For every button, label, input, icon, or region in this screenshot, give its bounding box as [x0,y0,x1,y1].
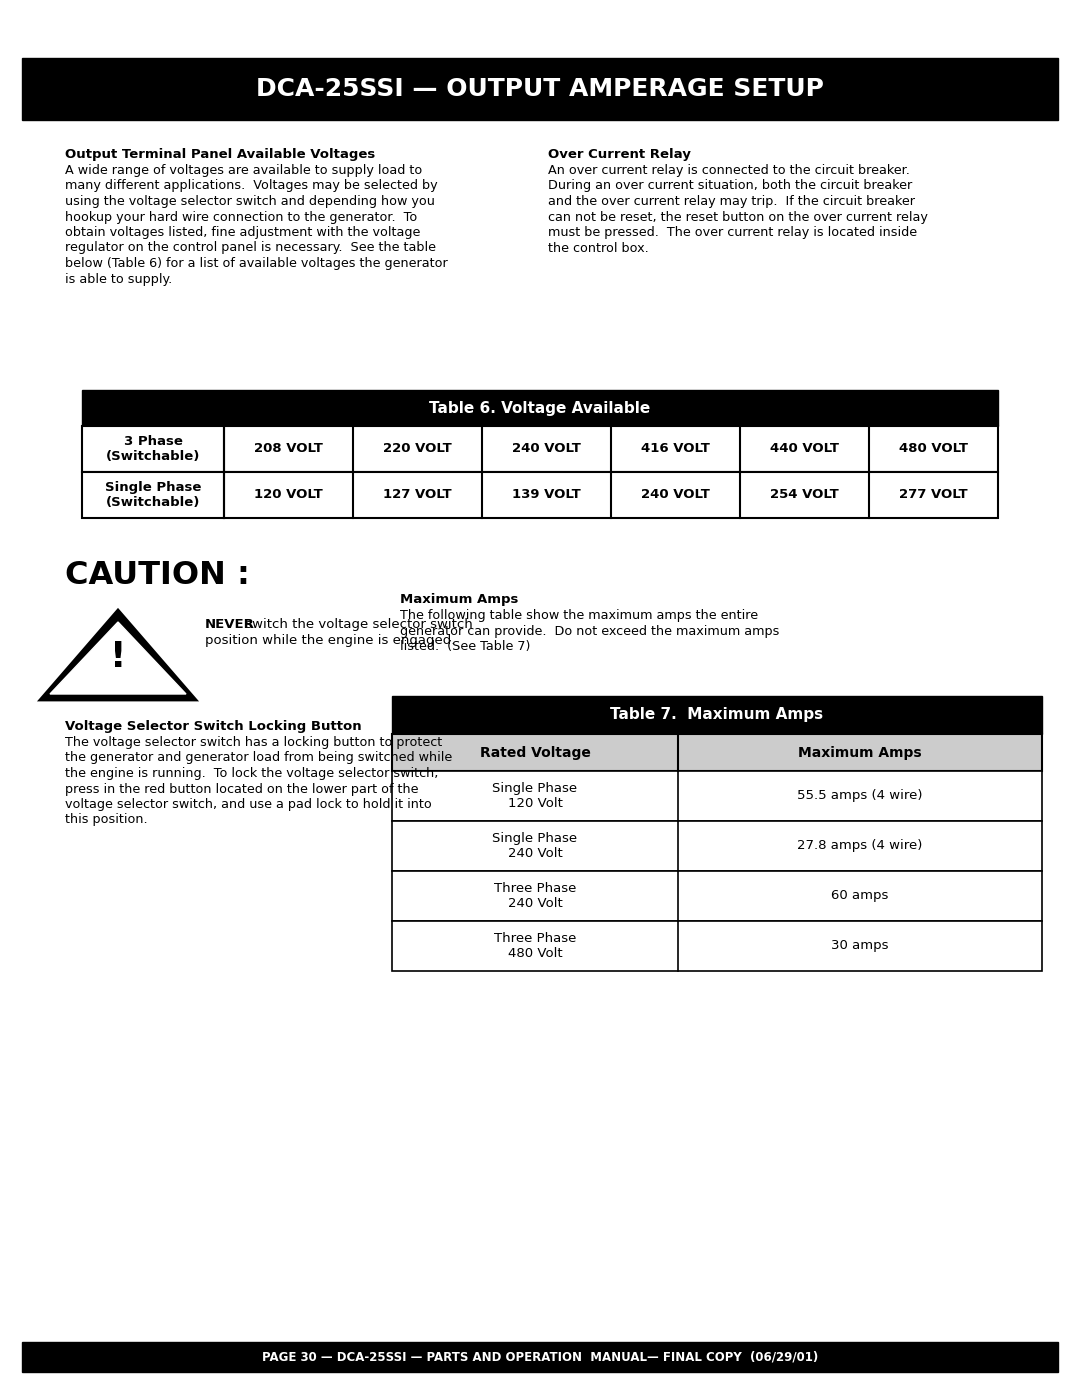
Text: The voltage selector switch has a locking button to protect: The voltage selector switch has a lockin… [65,736,442,749]
Text: A wide range of voltages are available to supply load to: A wide range of voltages are available t… [65,163,422,177]
Text: DCA-25SSI — OUTPUT AMPERAGE SETUP: DCA-25SSI — OUTPUT AMPERAGE SETUP [256,77,824,101]
Text: 440 VOLT: 440 VOLT [770,443,839,455]
Text: 208 VOLT: 208 VOLT [254,443,323,455]
Text: 30 amps: 30 amps [832,940,889,953]
Text: listed.  (See Table 7): listed. (See Table 7) [400,640,530,652]
Text: and the over current relay may trip.  If the circuit breaker: and the over current relay may trip. If … [548,196,915,208]
Text: 416 VOLT: 416 VOLT [642,443,710,455]
Text: the engine is running.  To lock the voltage selector switch,: the engine is running. To lock the volta… [65,767,438,780]
Text: Over Current Relay: Over Current Relay [548,148,691,161]
Text: 139 VOLT: 139 VOLT [512,489,581,502]
Text: Voltage Selector Switch Locking Button: Voltage Selector Switch Locking Button [65,719,362,733]
Text: 240 VOLT: 240 VOLT [512,443,581,455]
Text: NEVER: NEVER [205,617,255,631]
Text: 60 amps: 60 amps [832,890,889,902]
Text: 127 VOLT: 127 VOLT [383,489,451,502]
Bar [392,696,1042,733]
Text: Table 7.  Maximum Amps: Table 7. Maximum Amps [610,707,824,722]
Polygon shape [40,610,195,700]
Bar [82,390,998,426]
Bar [22,1343,1058,1372]
Text: Single Phase
(Switchable): Single Phase (Switchable) [105,481,201,509]
Text: hookup your hard wire connection to the generator.  To: hookup your hard wire connection to the … [65,211,417,224]
Text: generator can provide.  Do not exceed the maximum amps: generator can provide. Do not exceed the… [400,624,780,637]
Text: PAGE 30 — DCA-25SSI — PARTS AND OPERATION  MANUAL— FINAL COPY  (06/29/01): PAGE 30 — DCA-25SSI — PARTS AND OPERATIO… [261,1351,819,1363]
Text: Maximum Amps: Maximum Amps [798,746,922,760]
Text: this position.: this position. [65,813,148,827]
Text: 277 VOLT: 277 VOLT [900,489,968,502]
Text: using the voltage selector switch and depending how you: using the voltage selector switch and de… [65,196,435,208]
Text: Single Phase
120 Volt: Single Phase 120 Volt [492,782,578,810]
Text: obtain voltages listed, fine adjustment with the voltage: obtain voltages listed, fine adjustment … [65,226,420,239]
Bar [82,472,998,518]
Text: regulator on the control panel is necessary.  See the table: regulator on the control panel is necess… [65,242,436,254]
Text: 3 Phase
(Switchable): 3 Phase (Switchable) [106,434,200,462]
Bar [392,921,1042,971]
Text: position while the engine is engaged.: position while the engine is engaged. [205,634,456,647]
Text: 240 VOLT: 240 VOLT [642,489,710,502]
Bar [22,59,1058,120]
Text: the control box.: the control box. [548,242,649,254]
Bar [392,870,1042,921]
Text: Rated Voltage: Rated Voltage [480,746,591,760]
Text: press in the red button located on the lower part of the: press in the red button located on the l… [65,782,419,795]
Text: !: ! [110,640,126,673]
Text: voltage selector switch, and use a pad lock to hold it into: voltage selector switch, and use a pad l… [65,798,432,812]
Text: CAUTION :: CAUTION : [65,560,249,591]
Text: must be pressed.  The over current relay is located inside: must be pressed. The over current relay … [548,226,917,239]
Bar [82,426,998,472]
Text: switch the voltage selector switch: switch the voltage selector switch [241,617,473,631]
Text: is able to supply.: is able to supply. [65,272,172,285]
Text: 27.8 amps (4 wire): 27.8 amps (4 wire) [797,840,922,852]
Text: Maximum Amps: Maximum Amps [400,592,518,606]
Bar [392,821,1042,870]
Text: The following table show the maximum amps the entire: The following table show the maximum amp… [400,609,758,622]
Text: Table 6. Voltage Available: Table 6. Voltage Available [430,401,650,415]
Text: Single Phase
240 Volt: Single Phase 240 Volt [492,833,578,861]
Text: 220 VOLT: 220 VOLT [383,443,451,455]
Text: many different applications.  Voltages may be selected by: many different applications. Voltages ma… [65,179,437,193]
Text: Three Phase
480 Volt: Three Phase 480 Volt [494,932,577,960]
Text: 55.5 amps (4 wire): 55.5 amps (4 wire) [797,789,922,802]
Text: 254 VOLT: 254 VOLT [770,489,839,502]
Text: 480 VOLT: 480 VOLT [899,443,968,455]
Text: An over current relay is connected to the circuit breaker.: An over current relay is connected to th… [548,163,909,177]
Text: Output Terminal Panel Available Voltages: Output Terminal Panel Available Voltages [65,148,375,161]
Text: can not be reset, the reset button on the over current relay: can not be reset, the reset button on th… [548,211,928,224]
Text: below (Table 6) for a list of available voltages the generator: below (Table 6) for a list of available … [65,257,448,270]
Polygon shape [50,622,186,694]
Bar [392,733,1042,771]
Text: 120 VOLT: 120 VOLT [254,489,323,502]
Bar [392,771,1042,821]
Text: During an over current situation, both the circuit breaker: During an over current situation, both t… [548,179,913,193]
Text: Three Phase
240 Volt: Three Phase 240 Volt [494,882,577,909]
Text: the generator and generator load from being switched while: the generator and generator load from be… [65,752,453,764]
